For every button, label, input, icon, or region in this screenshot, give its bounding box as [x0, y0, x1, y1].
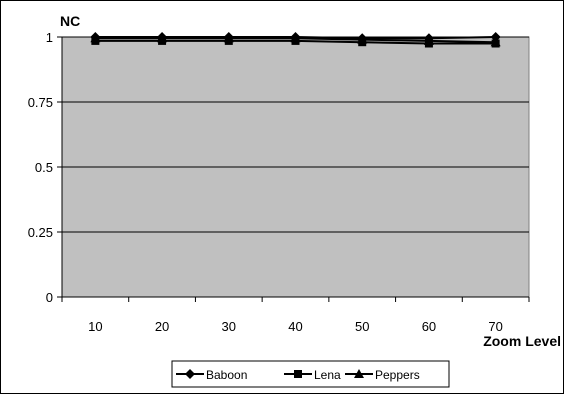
data-point-peppers [290, 33, 301, 43]
y-ticks: 0 0.25 0.5 0.75 1 [28, 30, 62, 305]
y-tick-label: 0.25 [28, 225, 53, 240]
y-axis-title: NC [60, 13, 80, 29]
legend-marker-peppers [354, 369, 364, 378]
legend-item-peppers: Peppers [345, 368, 420, 382]
x-tick-label: 30 [222, 319, 236, 334]
legend-item-baboon: Baboon [176, 368, 247, 382]
data-point-peppers [90, 33, 101, 43]
y-tick-label: 1 [46, 30, 53, 45]
x-tick-label: 20 [155, 319, 169, 334]
data-point-peppers [490, 37, 501, 47]
data-point-peppers [157, 33, 168, 43]
legend-label: Peppers [375, 368, 420, 382]
y-tick-label: 0.75 [28, 95, 53, 110]
legend: Baboon Lena Peppers [176, 368, 420, 382]
y-tick-label: 0 [46, 290, 53, 305]
x-tick-label: 40 [288, 319, 302, 334]
x-tick-label: 50 [355, 319, 369, 334]
legend-item-lena: Lena [284, 368, 341, 382]
x-axis-title: Zoom Level [483, 333, 561, 349]
series-peppers [90, 33, 501, 47]
legend-marker-baboon [185, 369, 195, 379]
data-point-peppers [223, 33, 234, 43]
legend-marker-lena [294, 370, 302, 378]
x-ticks: 10 20 30 40 50 60 70 [61, 297, 530, 334]
y-tick-label: 0.5 [35, 160, 53, 175]
legend-box [171, 360, 450, 388]
data-point-peppers [357, 34, 368, 44]
legend-label: Lena [314, 368, 341, 382]
x-tick-label: 10 [88, 319, 102, 334]
series-layer [90, 32, 501, 48]
legend-label: Baboon [206, 368, 247, 382]
data-point-peppers [423, 35, 434, 45]
x-tick-label: 70 [488, 319, 502, 334]
x-tick-label: 60 [422, 319, 436, 334]
